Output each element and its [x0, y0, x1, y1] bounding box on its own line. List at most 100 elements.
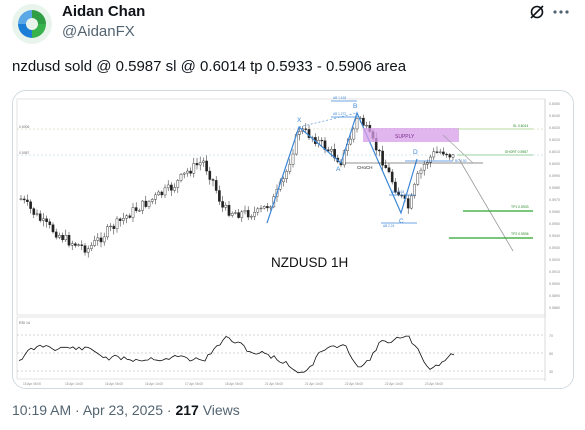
candle-body: [176, 180, 180, 188]
point-a: A: [336, 166, 341, 173]
point-c: C: [399, 218, 404, 225]
candle-body: [131, 207, 135, 218]
candle-body: [192, 163, 196, 174]
candle-body: [51, 224, 55, 233]
candle-body: [208, 170, 212, 180]
svg-text:50: 50: [549, 352, 553, 356]
candle-body: [227, 205, 231, 216]
author-name[interactable]: Aidan Chan: [62, 3, 146, 20]
candle-body: [35, 213, 39, 215]
candle-body: [390, 171, 394, 183]
svg-text:0.5880: 0.5880: [549, 306, 560, 310]
svg-text:0.5890: 0.5890: [549, 294, 560, 298]
chart-title: NZDUSD 1H: [271, 255, 348, 270]
candle-body: [157, 191, 160, 196]
short-label: SHORT 0.5987: [505, 150, 528, 154]
indicator-label: RSI 14: [19, 321, 30, 325]
candle-body: [269, 206, 272, 209]
svg-text:AB 1.272: AB 1.272: [333, 112, 346, 116]
candle-body: [419, 169, 423, 174]
svg-text:0.5970: 0.5970: [549, 198, 560, 202]
candle-body: [102, 236, 106, 243]
svg-text:15 Apr 14:00: 15 Apr 14:00: [65, 382, 83, 386]
candle-body: [253, 211, 256, 217]
tweet-date[interactable]: Apr 23, 2025: [82, 402, 163, 418]
svg-text:16 Apr 06:00: 16 Apr 06:00: [105, 382, 123, 386]
svg-text:16 Apr 14:00: 16 Apr 14:00: [145, 382, 163, 386]
svg-text:AB 1.618: AB 1.618: [333, 96, 346, 100]
chart-image[interactable]: 0.6050 0.6040 0.6030 0.6020 0.6010 0.6000 0.…: [12, 90, 574, 389]
candle-body: [179, 174, 183, 181]
candle-body: [349, 138, 352, 145]
sl-label: SL 0.6014: [513, 124, 528, 128]
candle-body: [406, 198, 410, 209]
svg-text:0.5920: 0.5920: [549, 258, 560, 262]
candle-body: [320, 139, 324, 142]
tweet-time[interactable]: 10:19 AM: [12, 402, 72, 418]
svg-text:0.6006: 0.6006: [19, 125, 29, 129]
candle-body: [64, 235, 68, 241]
candle-body: [307, 129, 311, 138]
views-label: Views: [198, 402, 240, 418]
candle-body: [96, 237, 100, 241]
candle-body: [32, 208, 36, 215]
views-count: 217: [175, 402, 199, 418]
candle-body: [304, 128, 308, 130]
candle-body: [195, 163, 199, 166]
candle-body: [189, 170, 192, 174]
candle-body: [147, 201, 151, 207]
point-x: X: [297, 117, 302, 124]
candle-body: [70, 243, 74, 246]
svg-text:0.5910: 0.5910: [549, 270, 560, 274]
svg-text:0.5900: 0.5900: [549, 282, 560, 286]
svg-text:BC 0.50: BC 0.50: [455, 159, 467, 163]
svg-text:0.5980: 0.5980: [549, 186, 560, 190]
svg-text:0.6000: 0.6000: [549, 162, 560, 166]
separator: ·: [163, 402, 176, 418]
more-dots-icon[interactable]: [551, 2, 571, 22]
candle-body: [413, 184, 416, 197]
candle-body: [384, 165, 388, 168]
candle-body: [150, 199, 154, 202]
svg-text:17 Apr 06:00: 17 Apr 06:00: [185, 382, 203, 386]
candle-body: [291, 153, 295, 165]
supply-label: SUPPLY: [395, 134, 415, 140]
candle-body: [134, 207, 138, 211]
candle-body: [58, 235, 61, 238]
avatar[interactable]: [12, 4, 52, 44]
candle-body: [442, 151, 445, 155]
candle-body: [262, 206, 266, 209]
candle-body: [99, 237, 103, 243]
svg-text:21 Apr 06:00: 21 Apr 06:00: [265, 382, 283, 386]
candle-body: [115, 218, 119, 229]
svg-text:AB 1.618: AB 1.618: [391, 190, 404, 194]
svg-text:70: 70: [549, 334, 553, 338]
candle-body: [237, 212, 240, 218]
grok-icon[interactable]: [529, 4, 545, 20]
candle-body: [451, 154, 455, 158]
candle-body: [86, 248, 90, 253]
candle-body: [202, 160, 205, 163]
svg-text:0.5960: 0.5960: [549, 210, 560, 214]
candle-body: [352, 128, 356, 140]
candle-body: [266, 206, 269, 209]
choch-label: CHoCH: [357, 165, 373, 170]
svg-text:22 Apr 14:00: 22 Apr 14:00: [385, 382, 403, 386]
candle-body: [256, 208, 260, 213]
candle-body: [182, 172, 186, 175]
candle-body: [230, 213, 234, 216]
separator: ·: [71, 402, 83, 418]
candle-body: [422, 164, 426, 171]
svg-text:0.5930: 0.5930: [549, 246, 560, 250]
candle-body: [288, 164, 292, 172]
candle-body: [221, 201, 224, 208]
svg-text:0.6040: 0.6040: [549, 114, 560, 118]
candle-body: [234, 212, 237, 214]
point-d: D: [413, 149, 418, 156]
author-handle[interactable]: @AidanFX: [62, 23, 135, 40]
candle-body: [259, 207, 263, 210]
candle-body: [387, 167, 391, 173]
candle-body: [365, 125, 368, 127]
candle-body: [282, 178, 285, 183]
candle-body: [186, 170, 189, 174]
